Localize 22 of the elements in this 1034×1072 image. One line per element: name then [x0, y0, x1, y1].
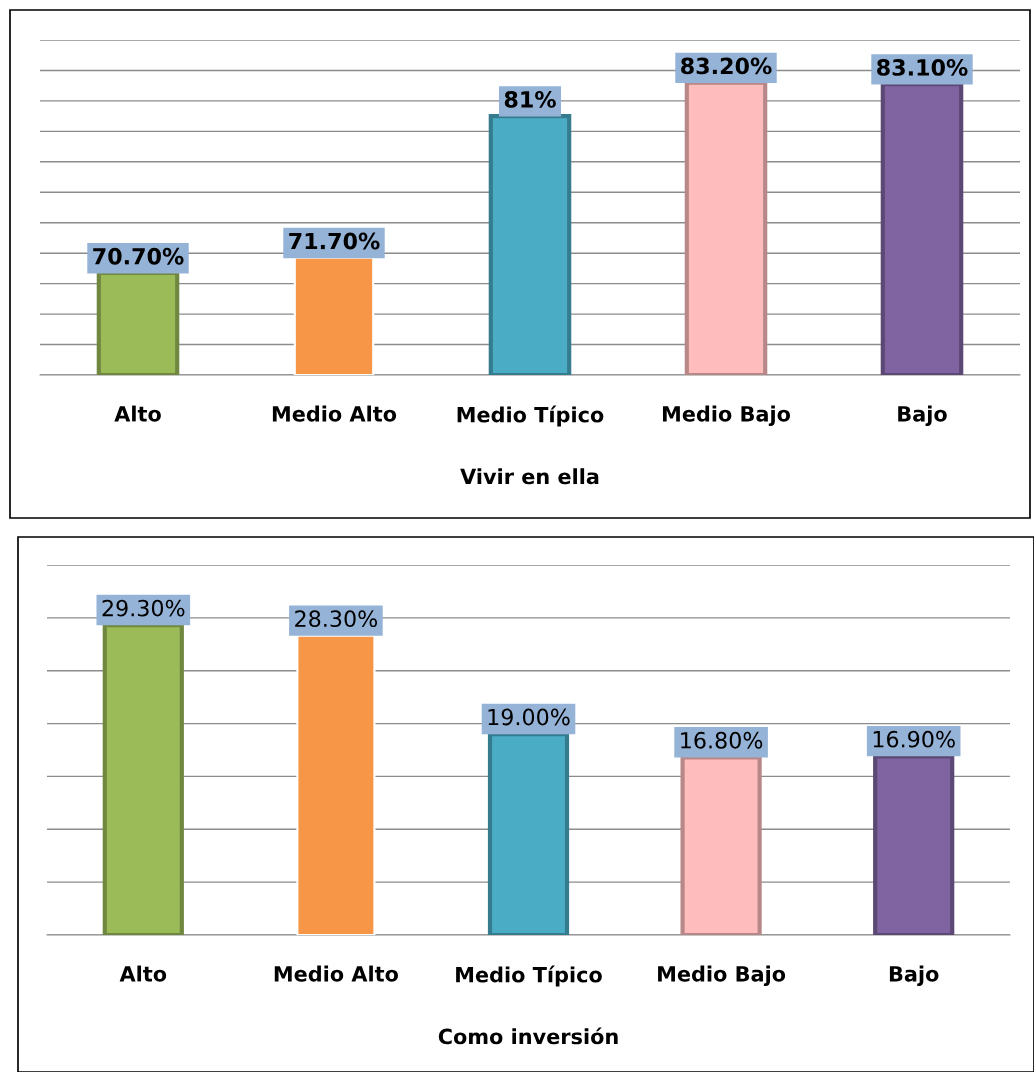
data-label: 71.70%	[289, 232, 380, 250]
data-label: 70.70%	[93, 247, 184, 265]
x-tick-label: Medio Bajo	[658, 965, 786, 986]
data-label: 83.20%	[681, 57, 772, 75]
x-axis-title: Como inversión	[438, 1027, 618, 1045]
x-tick-label: Medio Típico	[456, 965, 602, 987]
x-tick-label: Bajo	[898, 405, 947, 426]
x-tick-label: Alto	[114, 405, 161, 422]
x-axis-title: Vivir en ella	[460, 468, 599, 485]
data-label: 28.30%	[295, 610, 378, 628]
data-label: 29.30%	[102, 599, 185, 617]
data-label: 81%	[504, 91, 556, 108]
x-tick-label: Alto	[119, 965, 167, 982]
x-tick-label: Medio Alto	[272, 405, 397, 422]
data-label: 83.10%	[877, 59, 968, 76]
x-tick-label: Medio Alto	[274, 965, 399, 982]
data-label: 16.80%	[681, 731, 763, 749]
x-tick-label: Bajo	[889, 965, 939, 986]
x-tick-label: Medio Bajo	[662, 405, 791, 426]
x-tick-label: Medio Típico	[457, 405, 604, 427]
data-label: 19.00%	[488, 708, 570, 726]
data-label: 16.90%	[873, 730, 955, 748]
